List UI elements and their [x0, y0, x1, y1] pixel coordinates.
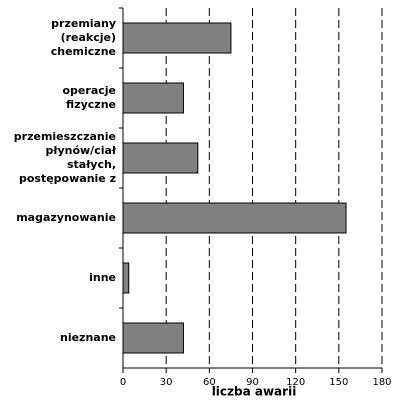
y-tick-label: nieznane	[59, 331, 116, 344]
bar	[122, 142, 199, 174]
bar	[122, 202, 347, 234]
x-tick-label: 30	[160, 377, 173, 388]
y-tick-label: inne	[89, 271, 116, 284]
y-tick-label: przemiany (reakcje) chemiczne	[50, 17, 116, 58]
x-tick-label: 60	[203, 377, 216, 388]
x-tick-label: 180	[372, 377, 391, 388]
y-tick-label: magazynowanie	[16, 211, 116, 224]
bar	[122, 322, 184, 354]
x-axis-label: liczba awarii	[212, 385, 297, 399]
x-tick-label: 90	[246, 377, 259, 388]
bar	[122, 82, 184, 114]
y-tick-label: operacje fizyczne	[62, 84, 117, 111]
bar	[122, 22, 232, 54]
x-tick-label: 150	[329, 377, 348, 388]
x-tick-label: 0	[120, 377, 126, 388]
y-tick-label: przemieszczanie płynów/ciał stałych, pos…	[13, 130, 116, 185]
bar	[122, 262, 130, 294]
x-tick-label: 120	[286, 377, 305, 388]
